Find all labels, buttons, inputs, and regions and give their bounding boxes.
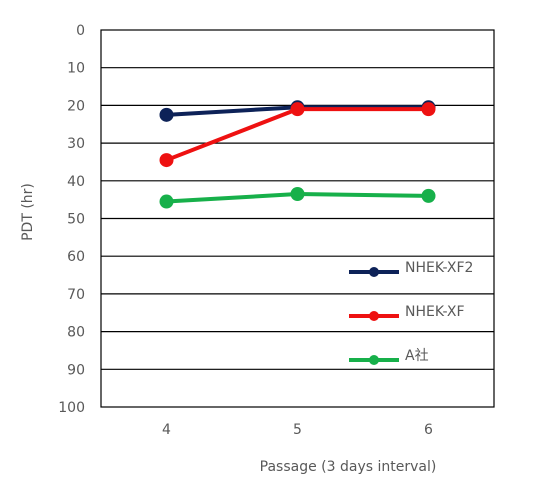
y-tick-label: 90 bbox=[67, 362, 85, 378]
x-tick-label: 5 bbox=[293, 422, 302, 438]
y-tick-label: 40 bbox=[67, 174, 85, 190]
y-tick-label: 70 bbox=[67, 287, 85, 303]
data-point bbox=[421, 102, 436, 117]
legend: NHEK-XF2 NHEK-XF A社 bbox=[349, 260, 473, 365]
series-nhek-xf bbox=[159, 102, 436, 168]
y-tick-label: 100 bbox=[58, 400, 85, 416]
y-tick-label: 60 bbox=[67, 249, 85, 265]
legend-label: NHEK-XF2 bbox=[405, 260, 473, 276]
y-tick-label: 50 bbox=[67, 212, 85, 228]
legend-label: A社 bbox=[405, 348, 429, 364]
data-point bbox=[159, 153, 174, 168]
series-line bbox=[164, 107, 431, 163]
plot-area-frame bbox=[100, 29, 495, 408]
legend-item: A社 bbox=[349, 348, 429, 365]
data-point bbox=[290, 102, 305, 117]
gridlines bbox=[101, 67, 494, 370]
series-a bbox=[159, 186, 436, 209]
legend-marker bbox=[369, 311, 379, 321]
y-tick-label: 80 bbox=[67, 325, 85, 341]
x-tick-label: 6 bbox=[424, 422, 433, 438]
y-tick-label: 0 bbox=[76, 23, 85, 39]
x-axis-tick-labels: 4 5 6 bbox=[162, 422, 433, 438]
data-point bbox=[159, 194, 174, 209]
data-point bbox=[421, 188, 436, 203]
data-point bbox=[159, 107, 174, 122]
legend-label: NHEK-XF bbox=[405, 304, 465, 320]
legend-item: NHEK-XF2 bbox=[349, 260, 473, 277]
data-point bbox=[290, 186, 305, 201]
legend-marker bbox=[369, 267, 379, 277]
y-tick-label: 10 bbox=[67, 61, 85, 77]
legend-item: NHEK-XF bbox=[349, 304, 465, 321]
data-series bbox=[159, 100, 436, 209]
y-tick-label: 30 bbox=[67, 136, 85, 152]
y-axis-title: PDT (hr) bbox=[20, 183, 36, 241]
legend-marker bbox=[369, 355, 379, 365]
y-tick-label: 20 bbox=[67, 98, 85, 114]
x-tick-label: 4 bbox=[162, 422, 171, 438]
x-axis-title: Passage (3 days interval) bbox=[260, 459, 437, 475]
y-axis-tick-labels: 0 10 20 30 40 50 60 70 80 90 100 bbox=[58, 23, 85, 416]
